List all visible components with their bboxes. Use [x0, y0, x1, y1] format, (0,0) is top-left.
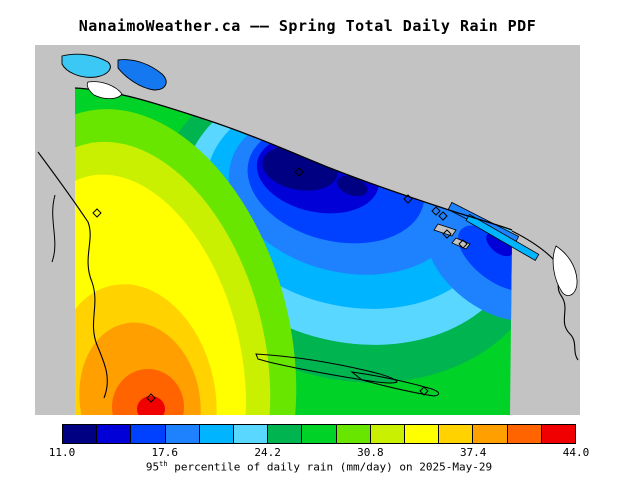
contour-band-darkblue-east	[486, 231, 512, 257]
coastline-west-branch	[51, 194, 56, 263]
colorbar-segment	[268, 425, 303, 443]
colorbar-ticks: 11.0 17.6 24.2 30.8 37.4 44.0	[49, 446, 590, 459]
lake-dry	[86, 81, 123, 100]
colorbar-tick-label: 30.8	[357, 446, 384, 459]
colorbar-tick-label: 11.0	[48, 446, 76, 459]
station-diamond-marker	[442, 229, 452, 239]
colorbar-segment	[97, 425, 132, 443]
caption-base: 95	[145, 460, 160, 474]
colorbar-segment	[199, 425, 235, 443]
colorbar-segment	[131, 425, 166, 443]
plot-title: NanaimoWeather.ca —— Spring Total Daily …	[78, 17, 537, 35]
station-diamond-marker	[146, 393, 156, 403]
colorbar-segment	[63, 425, 98, 443]
station-diamond-marker	[431, 206, 441, 216]
island-outline	[255, 353, 398, 384]
station-diamond-marker	[458, 239, 468, 249]
colorbar-segment	[302, 425, 337, 443]
station-diamond-marker	[403, 194, 413, 204]
island-outline	[350, 371, 440, 397]
coastline-east-inlets	[511, 230, 579, 361]
coastline-northeast	[74, 87, 513, 231]
colorbar-tick-label: 44.0	[562, 446, 590, 459]
colorbar-segment	[541, 425, 576, 443]
station-diamond-marker	[419, 386, 429, 396]
lake	[117, 59, 167, 91]
contour-band-navy-core2	[336, 175, 368, 197]
colorbar-caption: 95th percentile of daily rain (mm/day) o…	[62, 460, 576, 474]
colorbar-segment	[165, 425, 200, 443]
colorbar-segment	[234, 425, 269, 443]
station-markers	[92, 167, 468, 403]
contour-band-red-core	[137, 396, 165, 415]
east-sound-water	[552, 245, 578, 296]
colorbar-segment	[507, 425, 542, 443]
colorbar	[62, 424, 576, 444]
inlet-fjord-2	[465, 213, 540, 262]
colorbar-segment	[473, 425, 508, 443]
station-diamond-marker	[438, 211, 448, 221]
colorbar-segment	[336, 425, 371, 443]
caption-superscript: th	[159, 460, 168, 468]
caption-rest: percentile of daily rain (mm/day) on 202…	[167, 460, 493, 474]
colorbar-segment	[405, 425, 440, 443]
lake	[61, 53, 111, 78]
coastline-west-channel	[37, 151, 108, 399]
station-diamond-marker	[294, 167, 304, 177]
station-diamond-marker	[92, 208, 102, 218]
contour-band-blue-east	[458, 225, 512, 291]
colorbar-segment	[370, 425, 406, 443]
colorbar-tick-label: 24.2	[254, 446, 281, 459]
colorbar-tick-label: 17.6	[151, 446, 179, 459]
colorbar-tick-label: 37.4	[459, 446, 487, 459]
colorbar-segment	[439, 425, 474, 443]
